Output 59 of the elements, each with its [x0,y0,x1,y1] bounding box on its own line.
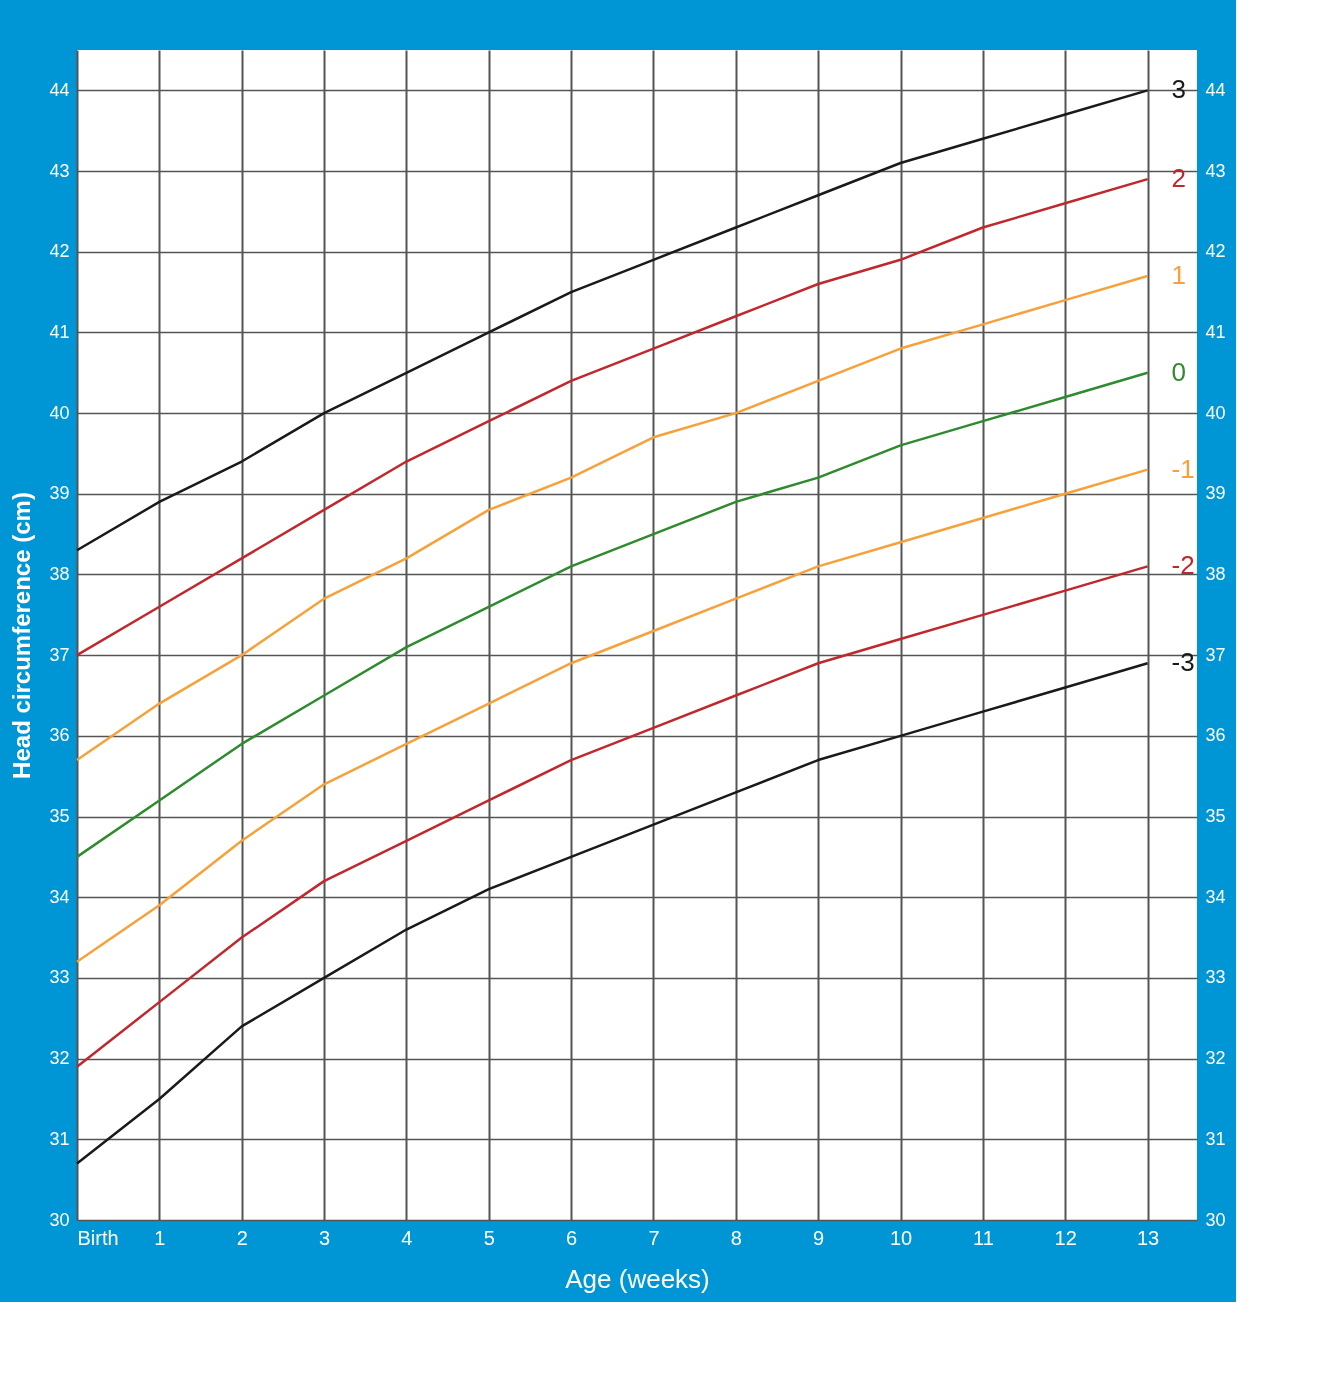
y-tick-label: 34 [49,886,70,907]
line-series [75,565,1149,1068]
y2-tick-label: 36 [1205,725,1226,746]
line-series [75,661,1149,1165]
y-tick-label: 40 [49,402,70,423]
series-label: -3 [1171,647,1195,678]
x-tick-label: 4 [401,1226,413,1249]
y2-tick-label: 38 [1205,563,1226,584]
y2-tick-label: 33 [1205,967,1226,988]
series-label: -1 [1171,453,1195,484]
x-tick-label: 2 [236,1226,248,1249]
y-tick-label: 32 [49,1048,70,1069]
y2-tick-label: 44 [1205,79,1226,100]
y-tick-label: 30 [49,1209,70,1230]
x-axis-title: Age (weeks) [565,1263,710,1294]
y-tick-label: 38 [49,563,70,584]
y2-tick-label: 35 [1205,806,1226,827]
x-tick-label: 8 [730,1226,742,1249]
y2-tick-label: 42 [1205,241,1226,262]
y-tick-label: 35 [49,806,70,827]
x-tick-label: Birth [77,1226,119,1249]
y-tick-label: 31 [49,1128,70,1149]
x-tick-label: 11 [973,1226,994,1249]
line-series [75,274,1149,762]
y-axis-title: Head circumference (cm) [8,492,36,779]
x-tick-label: 5 [483,1226,495,1249]
x-tick-label: 3 [319,1226,331,1249]
y-tick-label: 43 [49,160,70,181]
line-series [75,468,1149,964]
y2-tick-label: 37 [1205,644,1226,665]
x-tick-label: 9 [813,1226,825,1249]
x-tick-label: 1 [154,1226,166,1249]
x-tick-label: 7 [648,1226,660,1249]
y-tick-label: 36 [49,725,70,746]
x-tick-label: 12 [1054,1226,1077,1249]
y-tick-label: 33 [49,967,70,988]
y-tick-label: 37 [49,644,70,665]
x-tick-label: 6 [566,1226,578,1249]
line-series [75,89,1149,552]
y2-tick-label: 39 [1205,483,1226,504]
line-series [75,177,1149,657]
y2-tick-label: 34 [1205,886,1226,907]
y-tick-label: 42 [49,241,70,262]
y-tick-label: 44 [49,79,70,100]
series-label: -2 [1171,550,1195,581]
y-tick-label: 41 [49,321,70,342]
series-label: 2 [1171,163,1187,194]
y2-tick-label: 31 [1205,1128,1226,1149]
x-tick-label: 13 [1136,1226,1160,1249]
series-label: 1 [1171,259,1187,290]
y2-tick-label: 41 [1205,321,1226,342]
y2-tick-label: 32 [1205,1048,1226,1069]
line-series [75,371,1149,859]
series-label: 0 [1171,356,1187,387]
y2-tick-label: 43 [1205,160,1226,181]
x-tick-label: 10 [889,1226,913,1249]
y2-tick-label: 40 [1205,402,1226,423]
y-tick-label: 39 [49,483,70,504]
y2-tick-label: 30 [1205,1209,1226,1230]
